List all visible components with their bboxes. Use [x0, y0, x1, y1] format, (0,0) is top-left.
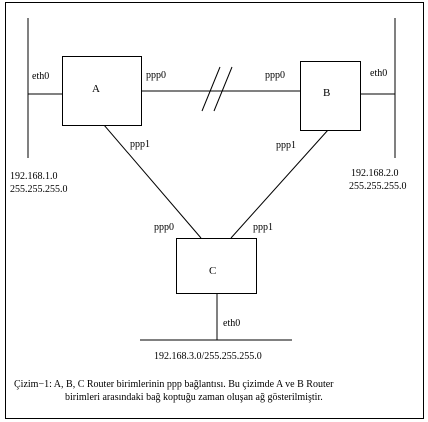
c-ppp1-label: ppp1 — [253, 222, 273, 233]
router-b-label: B — [323, 87, 331, 99]
link-b-c — [230, 129, 329, 239]
router-a-box — [62, 56, 142, 126]
c-eth0-label: eth0 — [223, 318, 241, 329]
network-left-address: 192.168.1.0 — [10, 171, 58, 182]
link-break-mark-2 — [213, 66, 233, 112]
router-c-box — [176, 238, 257, 294]
b-ppp1-label: ppp1 — [276, 140, 296, 151]
network-bottom-label: 192.168.3.0/255.255.255.0 — [154, 351, 262, 362]
router-b-box — [300, 61, 361, 131]
router-c-label: C — [209, 265, 217, 277]
b-ppp0-label: ppp0 — [265, 70, 285, 81]
outer-frame — [5, 2, 424, 419]
link-a-c — [103, 124, 202, 239]
router-a-label: A — [92, 83, 100, 95]
b-eth0-label: eth0 — [370, 68, 388, 79]
caption-line-1: Çizim−1: A, B, C Router birimlerinin ppp… — [14, 379, 334, 390]
caption-line-2: birimleri arasındaki bağ koptuğu zaman o… — [65, 392, 323, 403]
network-right-mask: 255.255.255.0 — [349, 181, 407, 192]
a-ppp1-label: ppp1 — [130, 139, 150, 150]
network-left-mask: 255.255.255.0 — [10, 184, 68, 195]
link-break-mark-1 — [201, 66, 221, 112]
network-right-address: 192.168.2.0 — [351, 168, 399, 179]
a-eth0-label: eth0 — [32, 71, 50, 82]
c-ppp0-label: ppp0 — [154, 222, 174, 233]
a-ppp0-label: ppp0 — [146, 70, 166, 81]
figure-caption: Çizim−1: A, B, C Router birimlerinin ppp… — [14, 378, 418, 404]
